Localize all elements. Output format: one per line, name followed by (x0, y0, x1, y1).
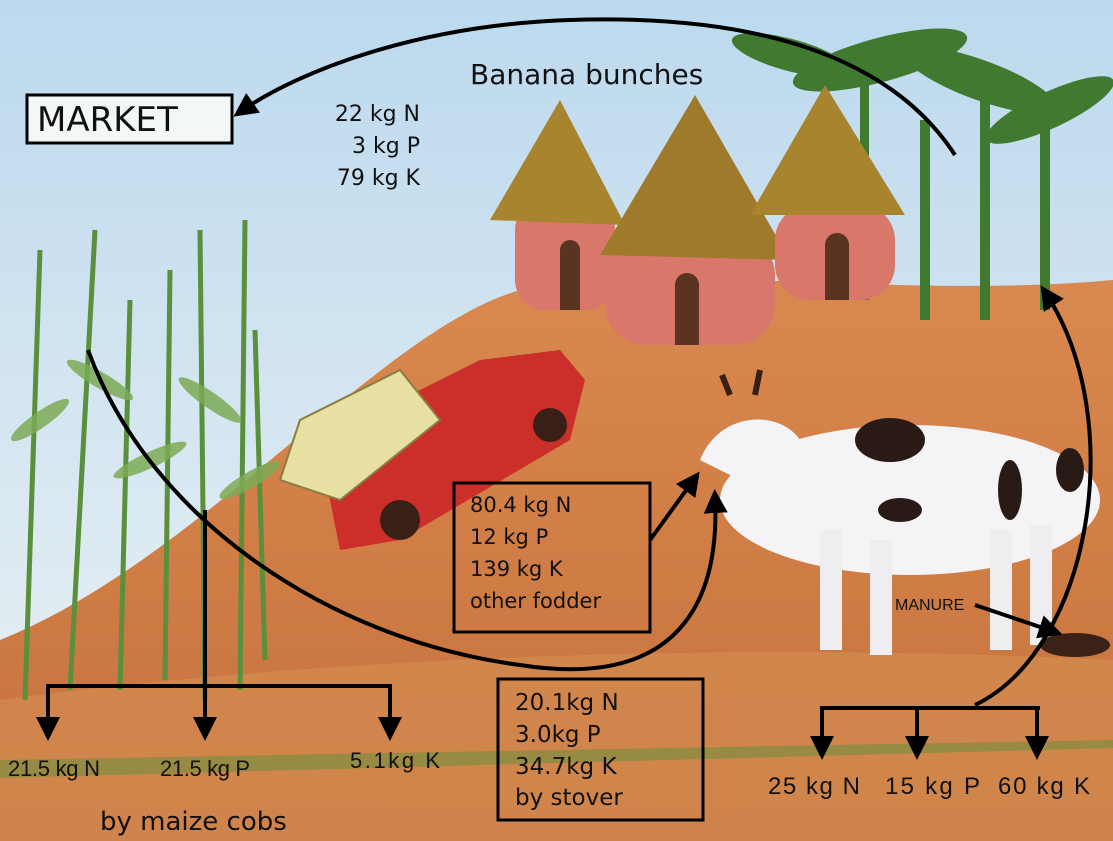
stover-k: 34.7kg K (515, 754, 617, 780)
fodder-k: 139 kg K (470, 557, 564, 581)
market-label: MARKET (37, 100, 178, 140)
stover-n: 20.1kg N (515, 690, 619, 716)
manure-title: MANURE (895, 597, 964, 614)
stover-caption: by stover (515, 785, 623, 811)
maize-caption: by maize cobs (100, 807, 287, 837)
maize-p: 21.5 kg P (160, 756, 250, 781)
fodder-p: 12 kg P (470, 525, 548, 549)
stover-p: 3.0kg P (515, 722, 601, 748)
diagram: MARKET Banana bunches 22 kg N 3 kg P 79 … (0, 0, 1113, 841)
page: MARKET Banana bunches 22 kg N 3 kg P 79 … (0, 0, 1113, 841)
maize-n: 21.5 kg N (8, 756, 100, 781)
banana-title: Banana bunches (470, 58, 703, 91)
banana-n: 22 kg N (335, 102, 420, 127)
fodder-n: 80.4 kg N (470, 493, 571, 517)
banana-k: 79 kg K (337, 166, 421, 191)
fodder-other: other fodder (470, 589, 601, 613)
banana-p: 3 kg P (352, 134, 420, 159)
